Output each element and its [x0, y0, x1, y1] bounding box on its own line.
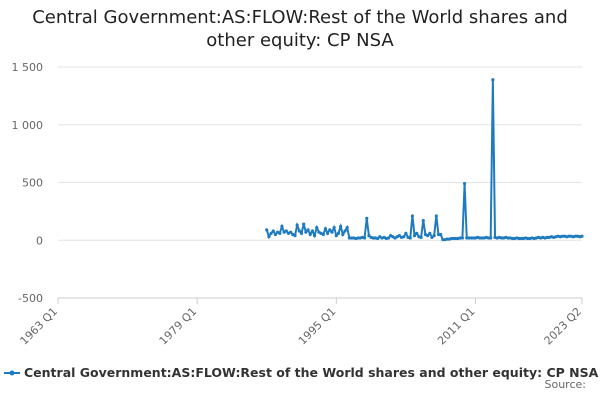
point — [306, 228, 310, 232]
point — [265, 228, 269, 232]
point — [334, 234, 338, 238]
point — [339, 224, 343, 228]
y-tick-label: 500 — [22, 177, 43, 190]
point — [336, 231, 341, 235]
point — [362, 236, 367, 240]
point — [402, 235, 406, 239]
point — [439, 232, 443, 237]
point — [321, 232, 325, 237]
point — [302, 222, 306, 226]
point — [343, 229, 347, 233]
point — [284, 229, 288, 233]
point — [308, 232, 312, 237]
point — [397, 234, 401, 238]
point — [491, 78, 495, 82]
y-tick-label: 0 — [36, 234, 43, 247]
point — [299, 231, 304, 235]
point — [341, 232, 345, 237]
y-tick-label: 1 500 — [12, 61, 44, 74]
point — [462, 182, 467, 186]
point — [404, 231, 408, 235]
point — [332, 225, 336, 230]
point — [269, 231, 273, 235]
point — [426, 234, 430, 238]
point — [328, 228, 332, 232]
point — [412, 234, 417, 238]
point — [310, 229, 314, 233]
point — [295, 223, 299, 227]
point — [304, 230, 308, 234]
chart-title: Central Government:AS:FLOW:Rest of the W… — [32, 7, 568, 51]
point — [386, 236, 391, 240]
point — [278, 231, 282, 235]
point — [460, 236, 465, 240]
y-tick-label: 1 000 — [12, 119, 44, 132]
point — [489, 236, 493, 240]
point — [419, 235, 423, 239]
point — [323, 227, 328, 231]
source: Source: — [545, 378, 587, 391]
point — [297, 229, 301, 233]
point — [421, 219, 425, 223]
point — [326, 231, 330, 235]
point — [367, 234, 371, 238]
legend-marker — [9, 370, 15, 376]
point — [273, 232, 278, 237]
point — [289, 230, 293, 234]
line — [265, 79, 583, 241]
legend-label: Central Government:AS:FLOW:Rest of the W… — [24, 365, 599, 380]
point — [408, 236, 412, 240]
point — [432, 234, 436, 238]
point — [365, 216, 369, 220]
point — [330, 230, 334, 234]
point — [580, 234, 584, 238]
point — [345, 225, 349, 230]
point — [267, 235, 271, 239]
point — [293, 234, 297, 238]
x-tick-label: 1963 Q1 — [18, 305, 61, 348]
x-tick-label: 1995 Q1 — [296, 305, 339, 348]
point — [430, 235, 434, 239]
x-tick-label: 2011 Q1 — [435, 305, 478, 348]
x-tick-label: 2023 Q2 — [542, 305, 585, 348]
point — [280, 224, 284, 228]
point — [410, 214, 415, 218]
point — [312, 234, 317, 238]
point — [271, 229, 275, 233]
point — [428, 231, 432, 235]
point — [315, 225, 319, 230]
x-tick-label: 1979 Q1 — [157, 305, 200, 348]
point — [415, 231, 419, 235]
point — [376, 236, 380, 241]
point — [434, 214, 438, 218]
y-tick-label: -500 — [18, 292, 43, 305]
